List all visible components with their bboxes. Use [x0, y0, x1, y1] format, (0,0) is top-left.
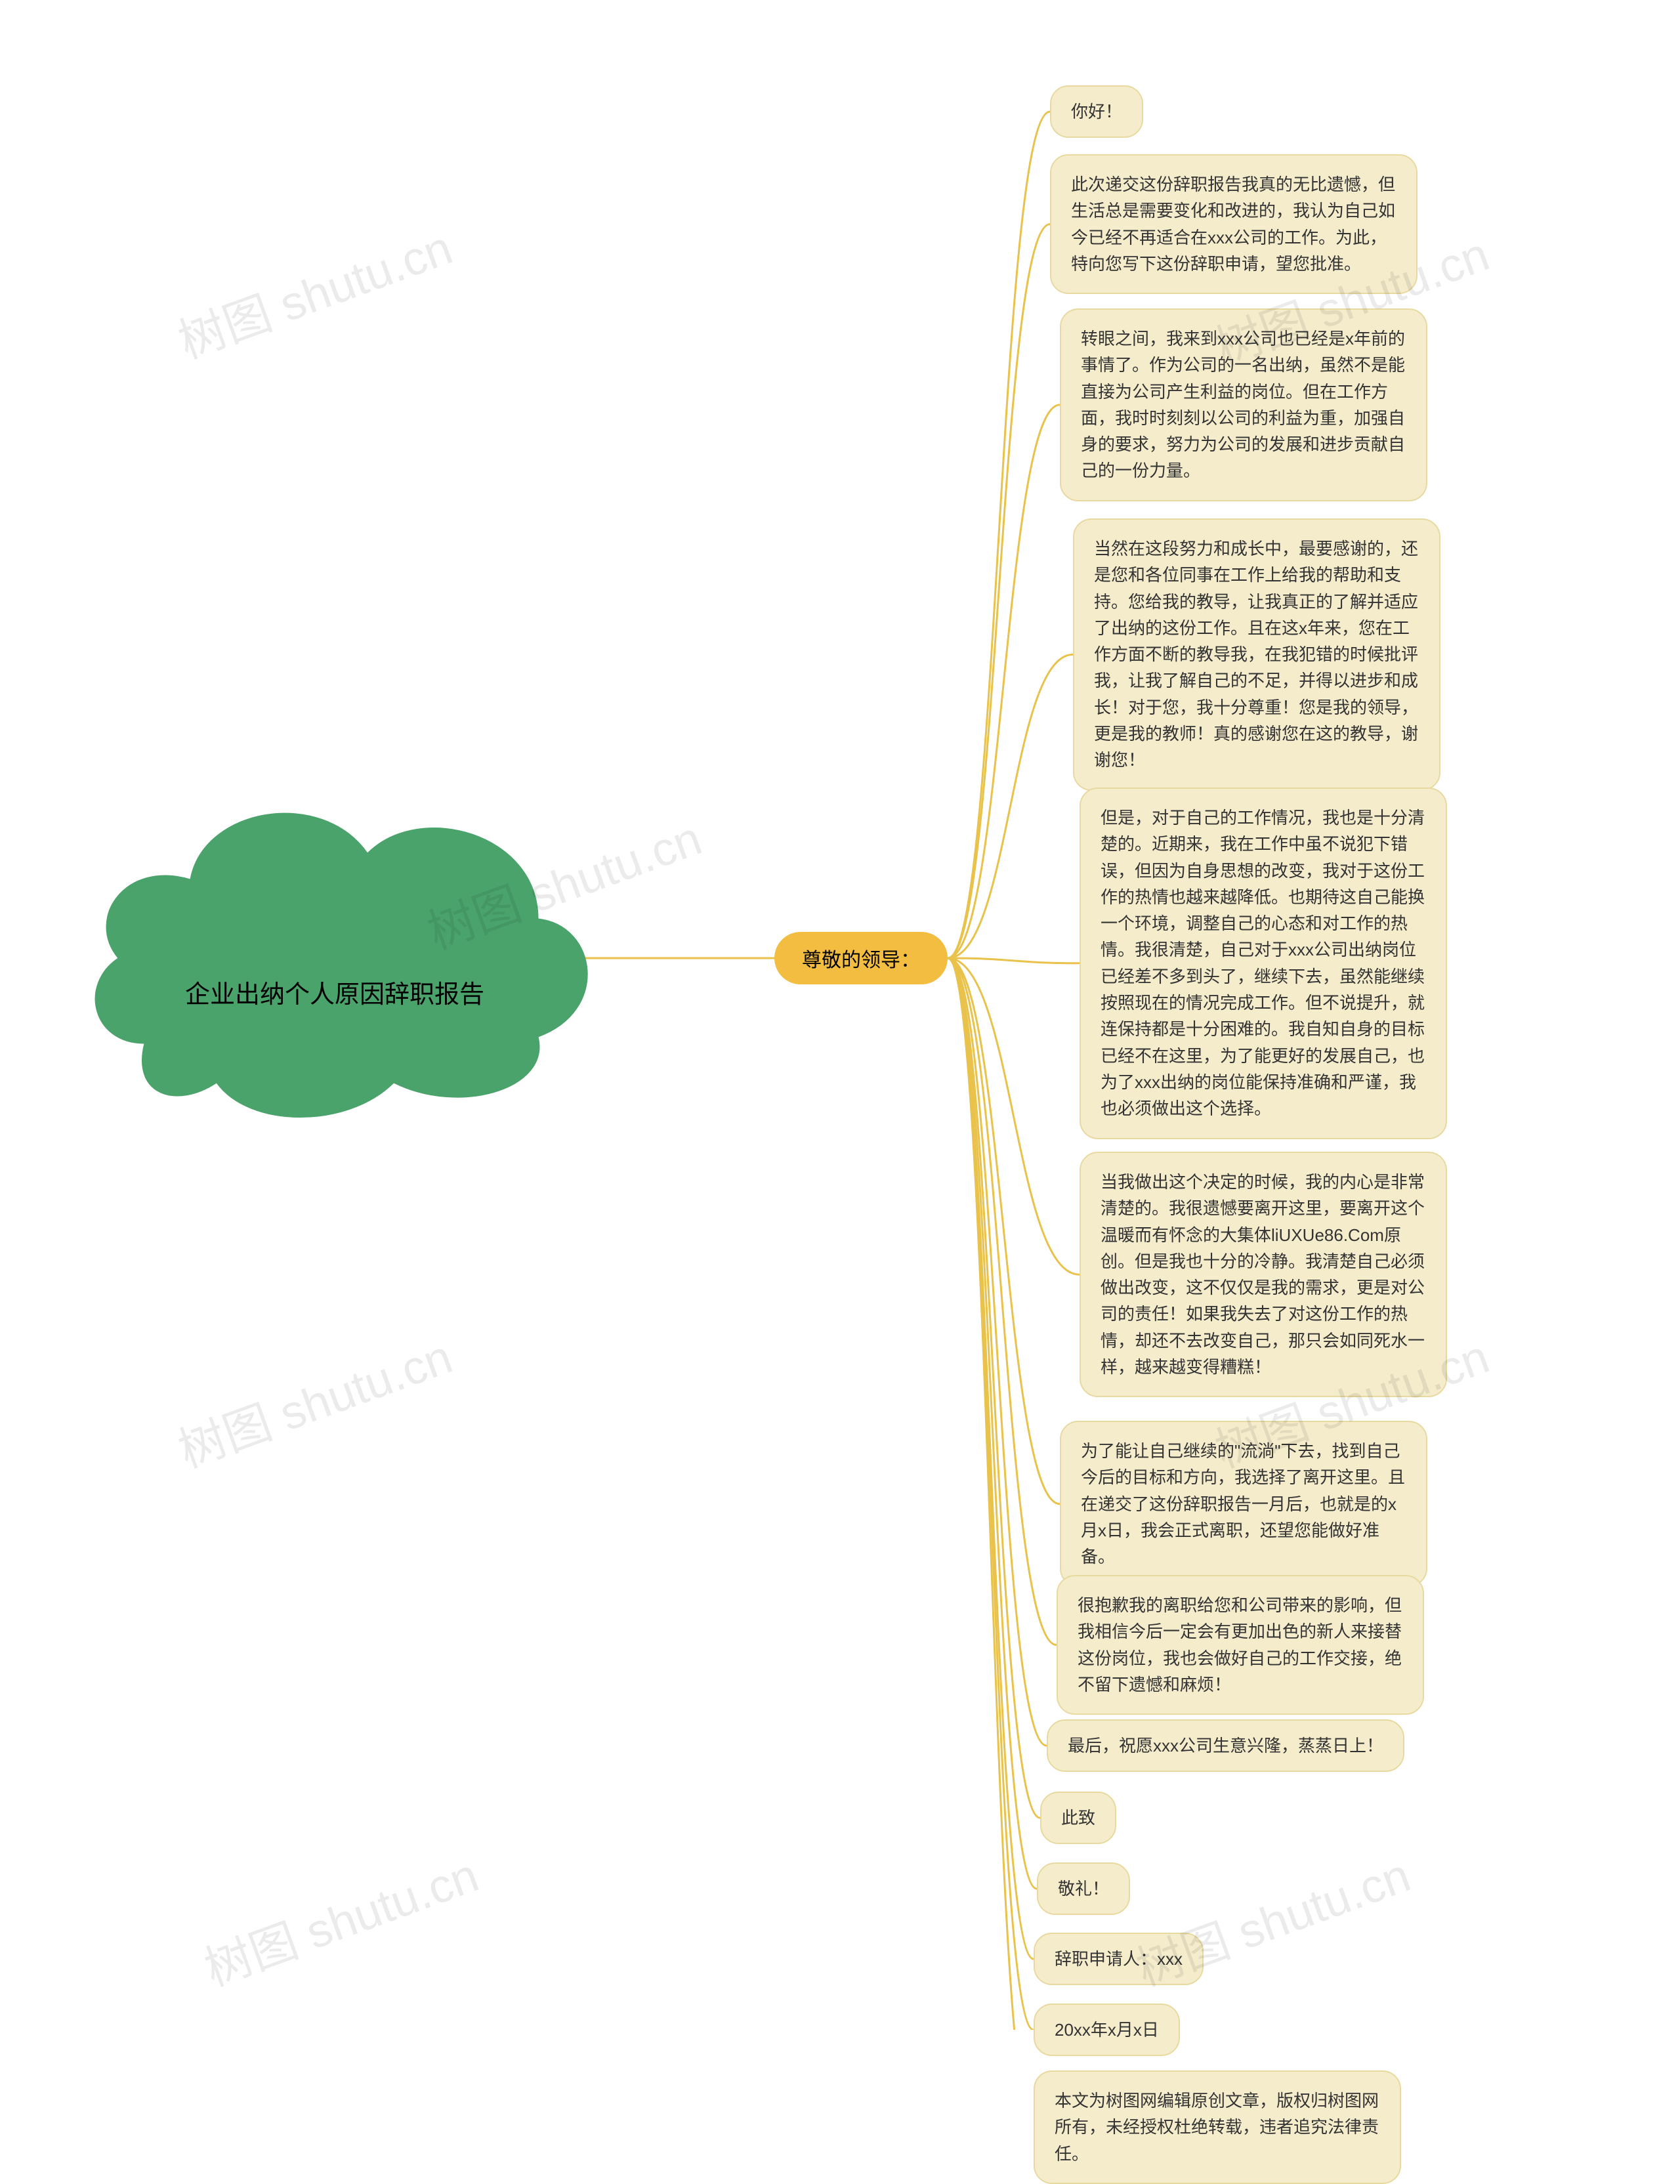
hub-label: 尊敬的领导：: [802, 950, 920, 971]
leaf-node-8[interactable]: 最后，祝愿xxx公司生意兴隆，蒸蒸日上！: [1047, 1719, 1404, 1772]
root-label: 企业出纳个人原因辞职报告: [66, 978, 604, 1013]
leaf-node-10[interactable]: 敬礼！: [1037, 1862, 1130, 1915]
leaf-node-0[interactable]: 你好！: [1050, 85, 1143, 138]
leaf-node-7[interactable]: 很抱歉我的离职给您和公司带来的影响，但我相信今后一定会有更加出色的新人来接替这份…: [1057, 1575, 1424, 1715]
leaf-node-6[interactable]: 为了能让自己继续的"流淌"下去，找到自己今后的目标和方向，我选择了离开这里。且在…: [1060, 1421, 1427, 1587]
leaf-node-4[interactable]: 但是，对于自己的工作情况，我也是十分清楚的。近期来，我在工作中虽不说犯下错误，但…: [1080, 788, 1447, 1139]
leaf-node-12[interactable]: 20xx年x月x日: [1034, 2004, 1180, 2056]
leaf-node-3[interactable]: 当然在这段努力和成长中，最要感谢的，还是您和各位同事在工作上给我的帮助和支持。您…: [1073, 518, 1440, 791]
watermark: 树图 shutu.cn: [194, 1837, 486, 2000]
leaf-node-1[interactable]: 此次递交这份辞职报告我真的无比遗憾，但生活总是需要变化和改进的，我认为自己如今已…: [1050, 154, 1418, 294]
leaf-node-2[interactable]: 转眼之间，我来到xxx公司也已经是x年前的事情了。作为公司的一名出纳，虽然不是能…: [1060, 308, 1427, 501]
root-node[interactable]: 企业出纳个人原因辞职报告: [66, 761, 604, 1129]
leaf-node-11[interactable]: 辞职申请人：xxx: [1034, 1933, 1204, 1985]
cloud-shape: [66, 761, 604, 1129]
watermark: 树图 shutu.cn: [167, 1318, 460, 1481]
mindmap-canvas: 企业出纳个人原因辞职报告 尊敬的领导： 你好！ 此次递交这份辞职报告我真的无比遗憾…: [0, 0, 1680, 2030]
leaf-node-13[interactable]: 本文为树图网编辑原创文章，版权归树图网所有，未经授权杜绝转载，违者追究法律责任。: [1034, 2070, 1401, 2184]
hub-node[interactable]: 尊敬的领导：: [774, 932, 948, 984]
leaf-node-9[interactable]: 此致: [1040, 1792, 1116, 1844]
leaf-node-5[interactable]: 当我做出这个决定的时候，我的内心是非常清楚的。我很遗憾要离开这里，要离开这个温暖…: [1080, 1152, 1447, 1397]
watermark: 树图 shutu.cn: [167, 209, 460, 372]
